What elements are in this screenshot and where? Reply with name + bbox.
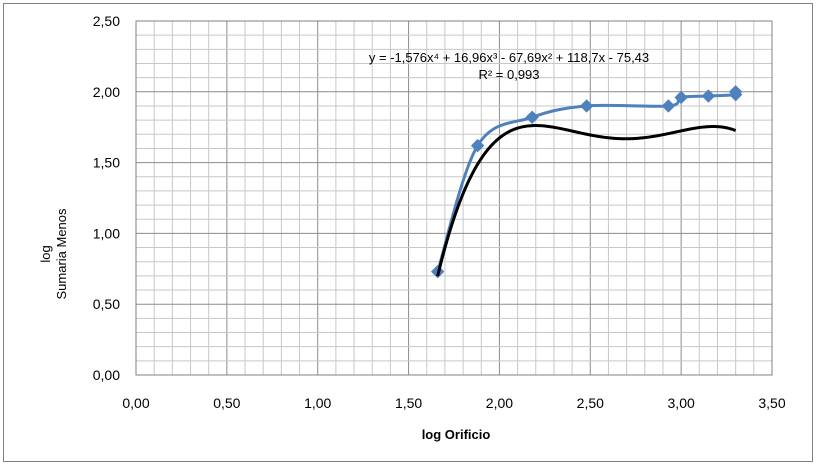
- y-tick-label: 2,50: [93, 13, 120, 29]
- r-squared-label: R² = 0,993: [478, 67, 539, 82]
- y-axis-title: log Sumaria Menos: [38, 208, 69, 300]
- x-tick-label: 0,50: [213, 395, 240, 411]
- plot-area: [135, 20, 773, 376]
- data-point-marker: [661, 99, 676, 113]
- y-tick-label: 0,50: [93, 296, 120, 312]
- data-point-marker: [674, 90, 688, 105]
- equation-label: y = -1,576x⁴ + 16,96x³ - 67,69x² + 118,7…: [369, 50, 649, 65]
- x-tick-label: 2,50: [577, 395, 604, 411]
- x-tick-label: 3,00: [668, 395, 695, 411]
- x-axis-title: log Orificio: [422, 427, 491, 442]
- data-point-marker: [701, 89, 716, 103]
- data-point-marker: [470, 138, 485, 153]
- y-tick-label: 1,00: [93, 225, 120, 241]
- data-point-marker: [728, 85, 743, 99]
- grid: [135, 20, 773, 376]
- y-tick-label: 1,50: [93, 155, 120, 171]
- x-tick-label: 1,50: [395, 395, 422, 411]
- data-point-marker: [579, 99, 594, 113]
- tick-labels: 0,00 0,50 1,00 1,50 2,00 2,50 3,00 3,50 0,00 0,50…: [93, 13, 786, 411]
- y-axis-title-line-1: log: [38, 245, 53, 262]
- data-point-marker: [525, 110, 539, 124]
- x-tick-label: 1,00: [304, 395, 331, 411]
- x-tick-label: 2,00: [486, 395, 513, 411]
- x-tick-label: 0,00: [122, 395, 149, 411]
- y-tick-label: 2,00: [93, 84, 120, 100]
- trendline-layer: [436, 124, 737, 277]
- data-series: [430, 85, 743, 279]
- x-tick-label: 3,50: [758, 395, 785, 411]
- chart-border: [3, 3, 813, 462]
- trendline: [436, 124, 737, 277]
- y-axis-title-line-2: Sumaria Menos: [54, 208, 69, 300]
- y-tick-label: 0,00: [93, 367, 120, 383]
